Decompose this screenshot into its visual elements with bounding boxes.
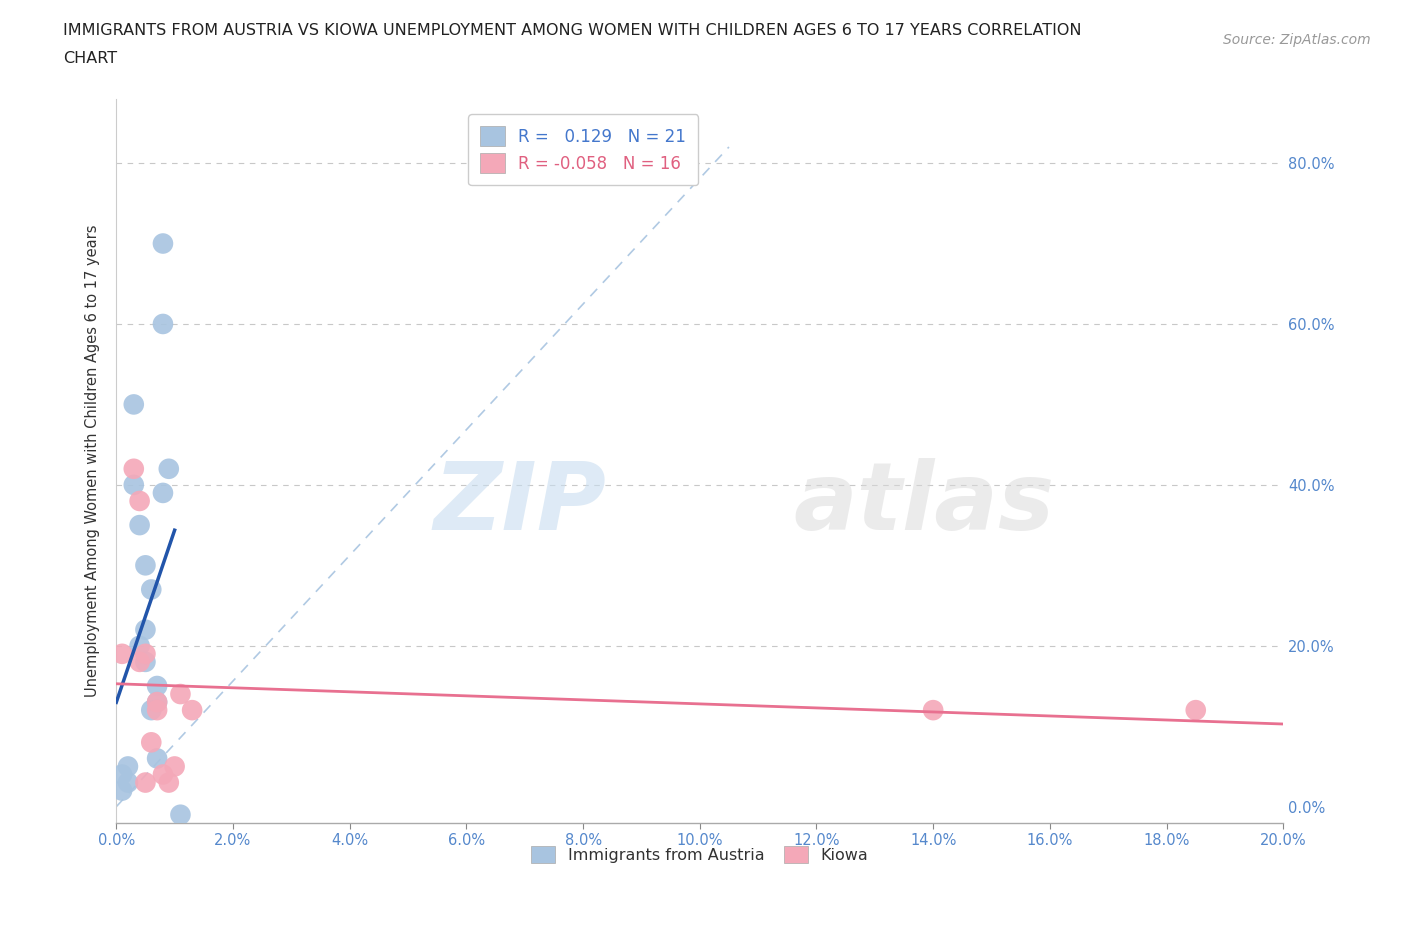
Point [111, 783, 134, 798]
Text: ZIP: ZIP [433, 458, 606, 551]
Point [141, 582, 163, 597]
Y-axis label: Unemployment Among Women with Children Ages 6 to 17 years: Unemployment Among Women with Children A… [86, 224, 100, 697]
Point [181, 703, 204, 718]
Point [169, 807, 191, 822]
Point [128, 638, 150, 653]
Point [922, 703, 945, 718]
Point [146, 703, 169, 718]
Point [122, 461, 145, 476]
Point [152, 316, 174, 331]
Point [111, 646, 134, 661]
Point [146, 679, 169, 694]
Point [122, 477, 145, 492]
Point [157, 461, 180, 476]
Point [146, 695, 169, 710]
Text: CHART: CHART [63, 51, 117, 66]
Point [152, 767, 174, 782]
Text: IMMIGRANTS FROM AUSTRIA VS KIOWA UNEMPLOYMENT AMONG WOMEN WITH CHILDREN AGES 6 T: IMMIGRANTS FROM AUSTRIA VS KIOWA UNEMPLO… [63, 23, 1081, 38]
Point [152, 485, 174, 500]
Point [146, 751, 169, 766]
Point [134, 655, 156, 670]
Point [128, 494, 150, 509]
Point [134, 622, 156, 637]
Text: Source: ZipAtlas.com: Source: ZipAtlas.com [1223, 33, 1371, 46]
Text: atlas: atlas [793, 458, 1054, 551]
Point [117, 759, 139, 774]
Point [157, 775, 180, 790]
Point [128, 518, 150, 533]
Point [134, 775, 156, 790]
Point [111, 767, 134, 782]
Point [134, 646, 156, 661]
Point [122, 397, 145, 412]
Legend: Immigrants from Austria, Kiowa: Immigrants from Austria, Kiowa [524, 840, 875, 870]
Point [163, 759, 186, 774]
Point [169, 686, 191, 701]
Point [146, 695, 169, 710]
Point [141, 735, 163, 750]
Point [152, 236, 174, 251]
Point [117, 775, 139, 790]
Point [141, 703, 163, 718]
Point [128, 655, 150, 670]
Point [1184, 703, 1206, 718]
Point [134, 558, 156, 573]
